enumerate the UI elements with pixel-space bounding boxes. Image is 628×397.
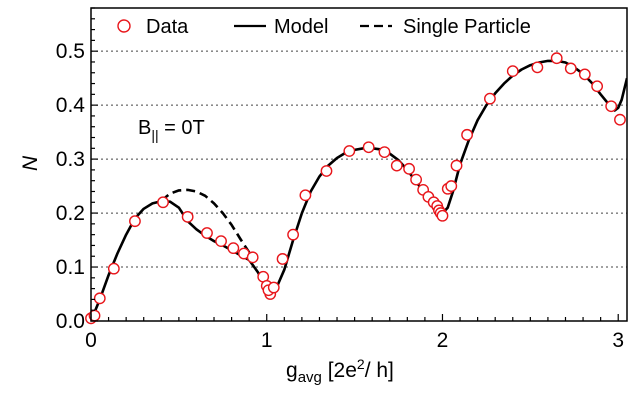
data-point <box>614 113 626 126</box>
data-point <box>93 292 106 305</box>
x-tick-label-3: 3 <box>612 329 624 352</box>
y-axis-title: N <box>19 155 42 171</box>
data-point <box>403 162 415 175</box>
data-point <box>181 210 194 223</box>
data-point <box>578 68 591 81</box>
x-tick-label-1: 1 <box>261 329 273 352</box>
legend-label-data: Data <box>146 16 189 38</box>
xlabel-main: g <box>286 359 298 382</box>
plot-frame <box>90 7 628 322</box>
y-tick-label-5: 0.5 <box>56 40 85 63</box>
annotation-main: B <box>138 117 151 139</box>
legend-data-marker <box>117 19 131 33</box>
data-point <box>299 189 312 202</box>
xlabel-rest2: / h] <box>365 359 394 382</box>
single-particle-line <box>160 188 251 254</box>
data-point <box>436 209 449 222</box>
x-axis-title: gavg [2e2/ h] <box>286 356 394 386</box>
data-point <box>276 253 289 265</box>
data-point <box>605 100 618 113</box>
data-point <box>362 141 375 154</box>
data-point <box>410 173 423 186</box>
data-point <box>378 146 391 158</box>
data-point <box>461 128 473 141</box>
data-point <box>320 165 333 177</box>
annotation-sub: || <box>151 127 158 143</box>
x-tick-label-2: 2 <box>437 329 449 352</box>
y-tick-label-0: 0.0 <box>56 310 85 333</box>
xlabel-sub: avg <box>298 369 322 386</box>
plot-border <box>90 7 628 322</box>
data-point <box>201 227 213 239</box>
xlabel-sup: 2 <box>357 356 365 372</box>
gridlines <box>91 50 627 268</box>
data-point <box>531 61 544 74</box>
data-point <box>484 92 496 105</box>
y-tick-label-2: 0.2 <box>56 202 85 225</box>
legend: Data Model Single Particle <box>117 16 531 38</box>
legend-label-single: Single Particle <box>403 16 531 38</box>
data-point <box>343 145 356 157</box>
data-point <box>267 281 280 294</box>
data-point <box>445 180 458 192</box>
data-point <box>129 215 141 228</box>
series-layer <box>85 52 627 325</box>
y-tick-label-1: 0.1 <box>56 256 85 279</box>
field-annotation: B|| = 0T <box>138 117 205 143</box>
data-point <box>287 228 299 241</box>
model-line <box>91 59 627 321</box>
y-tick-label-3: 0.3 <box>56 148 85 171</box>
annotation-rest: = 0T <box>159 117 205 139</box>
tick-labels: 0 1 2 3 0.0 0.1 0.2 0.3 0.4 0.5 <box>56 40 624 352</box>
data-point <box>591 80 604 93</box>
data-point <box>107 262 120 275</box>
data-point <box>215 235 227 248</box>
legend-label-model: Model <box>274 16 328 38</box>
data-point <box>550 52 563 65</box>
data-point <box>227 242 240 255</box>
xlabel-rest1: [2e <box>322 359 357 382</box>
data-point <box>246 251 259 264</box>
data-point <box>450 159 463 172</box>
y-tick-label-4: 0.4 <box>56 94 86 117</box>
data-point <box>390 159 403 172</box>
x-tick-label-0: 0 <box>85 329 97 352</box>
data-point <box>157 196 169 209</box>
data-point <box>564 62 577 75</box>
data-point <box>506 65 519 78</box>
